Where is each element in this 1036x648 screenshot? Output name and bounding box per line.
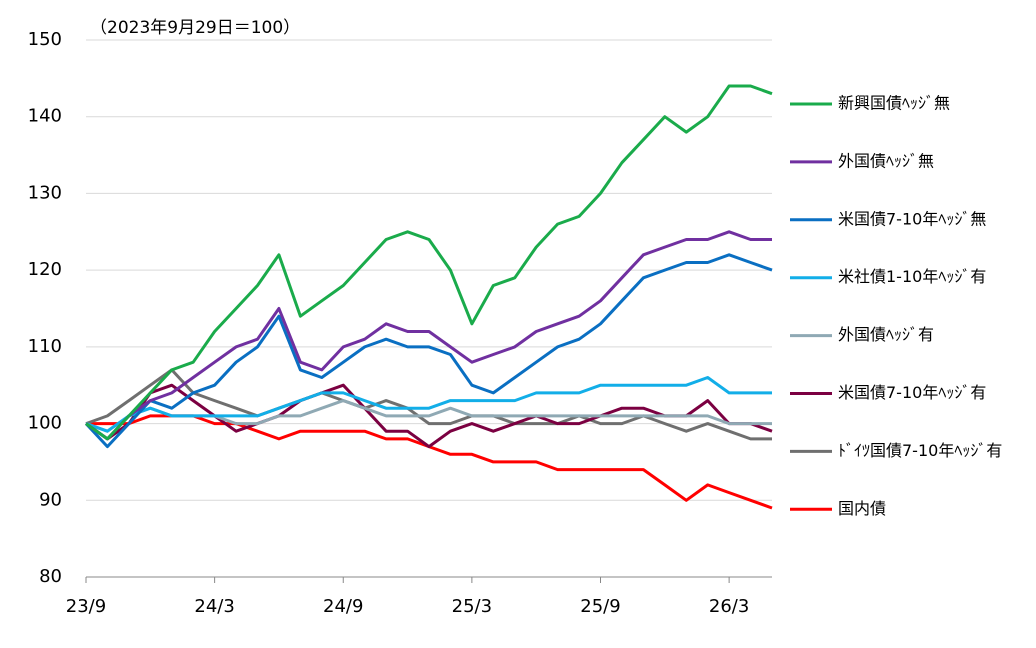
x-tick-label: 26/3 (709, 596, 749, 617)
y-tick-label: 150 (28, 29, 62, 50)
legend-label: 米国債7-10年ﾍｯｼﾞ有 (838, 383, 986, 402)
legend-label: ﾄﾞｲﾂ国債7-10年ﾍｯｼﾞ有 (838, 441, 1002, 460)
x-tick-label: 25/3 (452, 596, 492, 617)
y-tick-label: 110 (28, 336, 62, 357)
y-tick-label: 90 (39, 489, 62, 510)
y-tick-label: 80 (39, 566, 62, 587)
y-tick-label: 100 (28, 413, 62, 434)
x-tick-label: 24/9 (323, 596, 363, 617)
series-line (85, 368, 772, 441)
legend-label: 外国債ﾍｯｼﾞ有 (838, 325, 934, 344)
y-tick-label: 120 (28, 259, 62, 280)
y-tick-label: 130 (28, 182, 62, 203)
legend-label: 外国債ﾍｯｼﾞ無 (838, 151, 934, 170)
series-line (85, 230, 772, 441)
x-tick-label: 23/9 (66, 596, 106, 617)
x-tick-label: 24/3 (194, 596, 234, 617)
series-line (85, 383, 773, 449)
x-tick-label: 25/9 (580, 596, 620, 617)
legend-label: 新興国債ﾍｯｼﾞ無 (838, 94, 950, 113)
series-line (85, 84, 773, 441)
legend-label: 米社債1-10年ﾍｯｼﾞ有 (838, 267, 986, 286)
legend-label: 米国債7-10年ﾍｯｼﾞ無 (838, 209, 986, 228)
y-tick-label: 140 (28, 106, 62, 127)
series-line (85, 376, 772, 433)
series-line (86, 414, 773, 510)
annotation: （2023年9月29日＝100） (90, 18, 300, 38)
legend-label: 国内債 (838, 499, 886, 518)
series-line (84, 253, 773, 449)
